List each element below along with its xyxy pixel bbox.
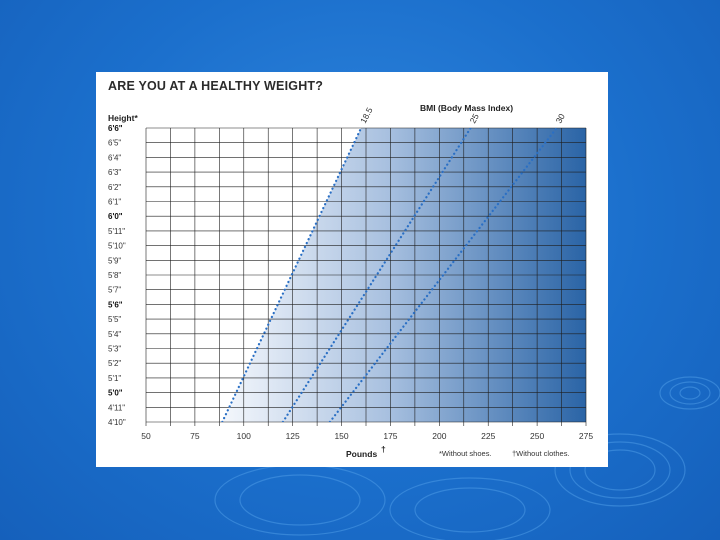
x-tick-label: 125: [286, 431, 300, 441]
y-tick-label: 5'7": [108, 286, 121, 295]
y-tick-label: 5'10": [108, 242, 126, 251]
x-tick-label: 200: [432, 431, 446, 441]
x-tick-label: 175: [383, 431, 397, 441]
chart-card: ARE YOU AT A HEALTHY WEIGHT? 4'10" 4'11" 5…: [96, 72, 608, 467]
y-axis-label: Height*: [108, 113, 138, 123]
y-tick-label: 6'5": [108, 139, 121, 148]
x-axis-label-mark: †: [381, 444, 386, 454]
y-tick-label: 6'1": [108, 198, 121, 207]
x-tick-label: 250: [530, 431, 544, 441]
y-tick-label: 5'0": [108, 389, 123, 398]
x-axis-label: Pounds: [346, 449, 377, 459]
y-tick-label: 4'11": [108, 403, 125, 412]
y-tick-label: 5'11": [108, 227, 125, 236]
x-tick-label: 275: [579, 431, 593, 441]
y-tick-label: 5'6": [108, 300, 123, 309]
bmi-label: 25: [468, 112, 481, 125]
bmi-label: 18.5: [358, 105, 375, 125]
y-tick-label: 6'0": [108, 212, 123, 221]
x-tick-label: 150: [334, 431, 348, 441]
footnote-shoes: *Without shoes.: [439, 449, 492, 458]
y-tick-label: 6'4": [108, 153, 121, 162]
y-tick-label: 5'8": [108, 271, 121, 280]
y-tick-label: 5'1": [108, 374, 121, 383]
x-tick-label: 75: [190, 431, 200, 441]
y-tick-label: 5'4": [108, 330, 121, 339]
footnote-clothes: †Without clothes.: [512, 449, 570, 458]
y-tick-label: 5'9": [108, 256, 121, 265]
y-tick-label: 5'5": [108, 315, 121, 324]
y-tick-label: 5'3": [108, 345, 121, 354]
bmi-label: 30: [554, 112, 567, 125]
x-tick-label: 225: [481, 431, 495, 441]
x-tick-label: 50: [141, 431, 151, 441]
chart-title: ARE YOU AT A HEALTHY WEIGHT?: [108, 79, 324, 93]
x-tick-label: 100: [237, 431, 251, 441]
bmi-chart: 4'10" 4'11" 5'0" 5'1" 5'2" 5'3" 5'4" 5'5" 5'6" 5'…: [108, 103, 593, 459]
bmi-line-18-5: [221, 128, 363, 422]
y-tick-label: 4'10": [108, 418, 126, 427]
y-tick-label: 6'3": [108, 168, 121, 177]
legend-title: BMI (Body Mass Index): [420, 103, 513, 113]
bmi-line-30: [328, 128, 558, 422]
y-tick-label: 6'6": [108, 124, 123, 133]
y-tick-label: 5'2": [108, 359, 121, 368]
y-tick-label: 6'2": [108, 183, 121, 192]
